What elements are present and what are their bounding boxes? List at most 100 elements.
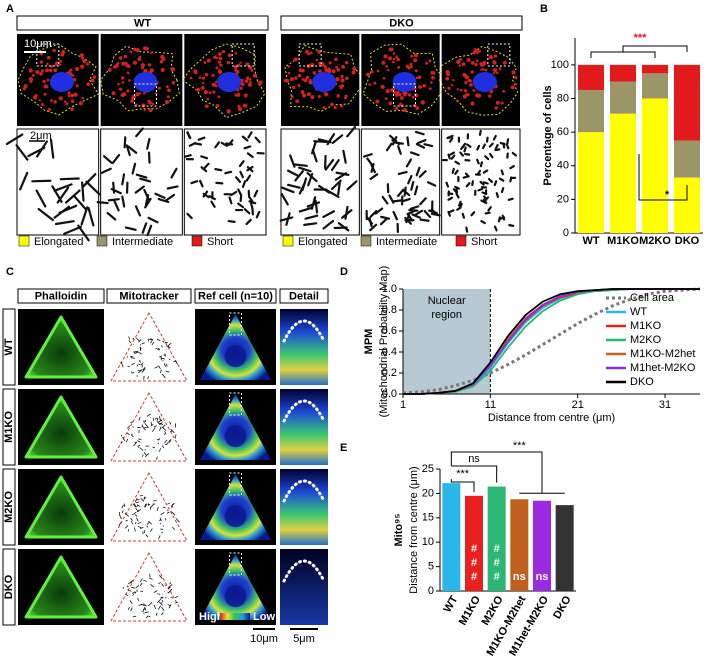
mitochondrion [160,369,162,374]
mitochondrion [414,209,424,217]
mitochondrion [414,130,425,136]
mitochondrion [471,180,474,187]
mitochondria [240,82,245,87]
mitochondrion [147,376,149,380]
mitochondria [164,99,170,105]
mitochondrion [479,180,485,186]
nucleus [392,72,417,92]
group-header: WT [134,17,151,29]
mitochondria [417,75,422,80]
legend-label: Intermediate [376,236,437,248]
mitochondria [234,52,238,55]
mitochondria [135,92,140,97]
mitochondrion [96,201,109,205]
mitochondria [456,59,461,65]
mitochondrion [203,162,210,170]
row-header: M1KO [3,411,15,443]
mitochondrion [286,169,300,178]
mitochondria [396,57,400,62]
mitochondrion [150,503,155,508]
mitochondrion [416,139,427,145]
mitochondria [90,78,95,83]
mitochondria [150,51,153,55]
mitochondria [151,102,155,106]
row-header: M2KO [3,491,15,523]
mitochondrion [248,196,255,204]
mitochondrion [215,181,224,185]
mitochondrion [137,444,141,447]
mitochondria [330,102,334,107]
mitochondria [466,93,470,97]
mitochondrion [460,144,465,151]
mitochondria [365,72,370,77]
mitochondrion [470,211,476,217]
mitochondrion [148,520,152,525]
x-tick-label: 1 [400,399,406,411]
mitochondrion [153,590,158,593]
mitochondrion [132,337,135,340]
mitochondrion [150,528,153,532]
y-axis-title: Mito⁹⁵ [393,514,405,547]
mitochondria [473,48,478,53]
mitochondrion [160,597,164,599]
mitochondrion [146,137,151,150]
legend-label: Cell area [630,292,675,304]
mitochondrion [161,357,165,360]
mitochondria [59,59,63,63]
mitochondrion [131,162,137,175]
mitochondria [38,98,41,102]
mitochondrion [132,593,135,596]
mitochondrion [124,593,129,597]
mitochondria [80,64,85,69]
y-tick-label: 5 [428,561,434,573]
bar [465,495,483,591]
bar-segment [578,132,604,233]
mitochondria [46,55,51,60]
mitochondrion [126,432,130,436]
mitochondrion [125,519,128,522]
mitochondrion [346,125,357,138]
mitochondrion [157,593,161,595]
mitochondrion [136,509,141,513]
mitochondria [108,68,112,72]
mitochondrion [159,418,163,422]
mitochondrion [121,510,124,514]
mitochondrion [509,164,516,170]
mitochondria [198,76,202,79]
mitochondrion [136,364,139,367]
legend-swatch [455,235,467,247]
mitochondrion [156,338,161,342]
bar-inner-label: # [471,571,477,583]
mitochondrion [166,185,179,190]
mitochondria [217,95,221,99]
nucleus [217,72,242,92]
mitochondria [242,103,248,108]
mitochondria [336,68,341,72]
mitochondrion [140,498,145,502]
mitochondrion [388,134,398,143]
mitochondrion [230,190,238,197]
mitochondria [502,60,507,65]
actin-stain [24,555,98,619]
mitochondrion [476,169,482,176]
mitochondrion [400,197,411,203]
mitochondrion [369,173,379,181]
mitochondrion [137,522,142,524]
mitochondria [464,81,468,85]
mitochondria [81,96,85,100]
x-tick-label: WT [582,235,599,247]
mitochondrion [170,430,173,433]
cell-edge [282,399,326,423]
mitochondrion [130,357,133,359]
mitochondrion [153,604,157,610]
mitochondria [385,89,390,94]
mitochondria [411,96,415,99]
mitochondrion [161,373,166,379]
column-header: Detail [289,290,319,302]
column-header-box [194,288,277,304]
mitochondria [42,79,46,84]
mitochondrion [170,511,176,516]
mitochondria [219,63,223,67]
mitochondrion [119,515,122,520]
mitochondrion [164,518,167,521]
